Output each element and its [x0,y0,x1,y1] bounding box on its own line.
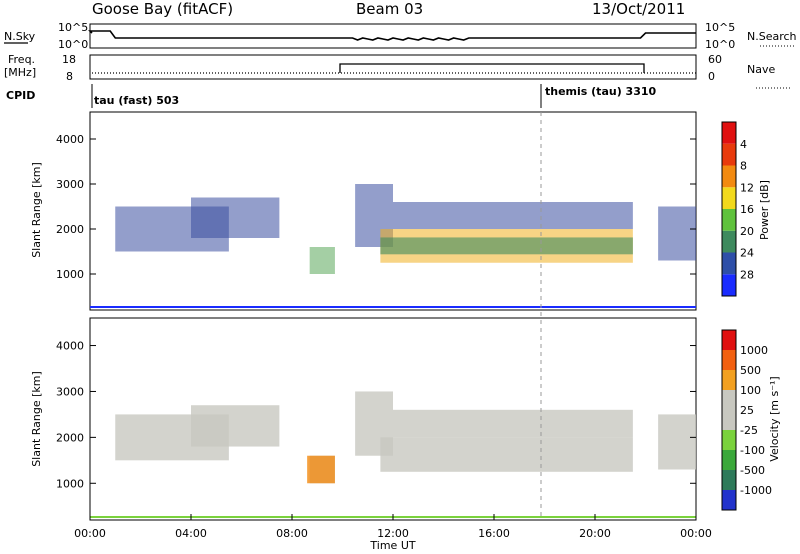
x-tick-label: 00:00 [680,527,712,540]
velocity-region [393,409,633,438]
velocity-cbar-label: Velocity [m s⁻¹] [768,376,781,461]
colorbar-tick: 25 [740,404,754,417]
velocity-region [658,414,696,470]
noise-left-bottom: 10^0 [58,38,88,51]
power-panel: 1000 2000 3000 4000 Slant Range [km] 4 8 12 16… [30,111,771,311]
power-cbar-label: Power [dB] [758,180,771,240]
nave-trace [339,63,645,73]
velocity-ylabel: Slant Range [km] [30,371,43,467]
scatter-region-core [380,237,633,255]
velocity-panel: 1000 2000 3000 4000 Slant Range [km] 1000 50… [30,317,781,521]
colorbar-tick: 100 [740,384,761,397]
freq-right-bottom: 0 [708,70,715,83]
power-ylabel: Slant Range [km] [30,162,43,258]
colorbar-swatch [722,370,736,390]
y-tick-label: 4000 [56,340,84,353]
colorbar-swatch [722,230,736,253]
colorbar-tick: 16 [740,203,754,216]
colorbar-swatch [722,330,736,350]
velocity-region [191,405,280,447]
scatter-region [393,202,633,229]
noise-right-top: 10^5 [705,21,735,34]
freq-left-bottom: 8 [66,70,73,83]
colorbar-tick: 8 [740,160,747,173]
y-tick-label: 3000 [56,385,84,398]
y-tick-label: 3000 [56,178,84,191]
noise-panel: N.Sky 10^5 10^0 10^5 10^0 N.Search [4,21,797,51]
colorbar-tick: -100 [740,444,765,457]
y-tick-label: 2000 [56,223,84,236]
colorbar-tick: 28 [740,268,754,281]
colorbar-tick: 12 [740,181,754,194]
power-colorbar: 4 8 12 16 20 24 28 [721,121,754,297]
date-title: 13/Oct/2011 [592,0,685,18]
y-tick-label: 4000 [56,133,84,146]
colorbar-swatch [722,350,736,370]
scatter-region [191,197,280,238]
colorbar-tick: -25 [740,424,758,437]
scatter-region [309,247,335,274]
x-axis-label: Time UT [369,539,415,552]
colorbar-swatch [722,252,736,275]
cpid-mode-2: themis (tau) 3310 [545,85,657,98]
colorbar-swatch [722,122,736,144]
noise-right-bottom: 10^0 [705,38,735,51]
nsearch-label: N.Search [747,30,797,43]
y-tick-label: 2000 [56,431,84,444]
x-tick-label: 20:00 [579,527,611,540]
cpid-panel: CPID tau (fast) 503 themis (tau) 3310 [6,84,657,108]
x-tick-label: 16:00 [478,527,510,540]
freq-right-top: 60 [708,53,722,66]
velocity-data [90,391,696,518]
freq-left-top: 18 [62,53,76,66]
y-tick-label: 1000 [56,477,84,490]
nsky-trace [88,30,696,41]
freq-panel: Freq. [MHz] 18 8 60 0 Nave [4,53,790,89]
noise-left-top: 10^5 [58,21,88,34]
colorbar-swatch [722,187,736,209]
x-tick-label: 12:00 [377,527,409,540]
x-tick-label: 08:00 [276,527,308,540]
x-tick-label: 00:00 [74,527,106,540]
colorbar-swatch [722,430,736,450]
scatter-region [658,206,696,261]
y-tick-label: 1000 [56,268,84,281]
colorbar-tick: 4 [740,138,747,151]
colorbar-tick: 24 [740,247,754,260]
colorbar-swatch [722,209,736,231]
freq-unit: [MHz] [4,66,36,79]
nave-label: Nave [747,63,775,76]
colorbar-swatch [722,410,736,430]
colorbar-tick: 500 [740,364,761,377]
cpid-mode-1: tau (fast) 503 [94,94,179,107]
velocity-region [380,437,633,472]
cpid-label: CPID [6,89,35,102]
power-data [90,184,696,308]
colorbar-tick: -1000 [740,484,772,497]
velocity-colorbar: 1000 500 100 25 -25 -100 -500 -1000 [721,329,772,511]
colorbar-tick: 1000 [740,344,768,357]
colorbar-tick: 20 [740,225,754,238]
colorbar-tick: -500 [740,464,765,477]
colorbar-swatch [722,450,736,470]
colorbar-swatch [722,390,736,410]
beam-title: Beam 03 [356,0,423,18]
station-title: Goose Bay (fitACF) [92,0,233,18]
colorbar-swatch [722,274,736,296]
x-axis: 00:00 04:00 08:00 12:00 16:00 20:00 00:00 [74,514,712,540]
colorbar-swatch [722,470,736,490]
colorbar-swatch [722,143,736,166]
colorbar-swatch [722,165,736,188]
x-tick-label: 04:00 [175,527,207,540]
colorbar-swatch [722,490,736,510]
nsky-label: N.Sky [4,30,36,43]
freq-label: Freq. [8,53,35,66]
velocity-region-negative [307,455,335,484]
